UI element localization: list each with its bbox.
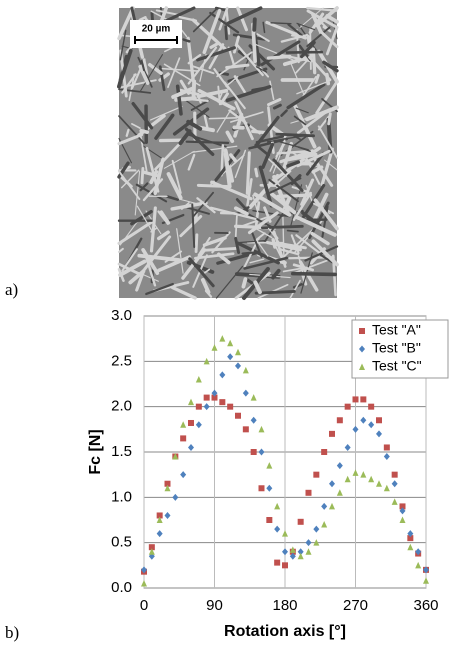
x-axis-title: Rotation axis [°] (224, 623, 346, 640)
marker (376, 417, 382, 423)
texture (194, 82, 195, 98)
texture (288, 231, 298, 232)
marker (392, 472, 398, 478)
marker (196, 404, 202, 410)
texture (226, 27, 227, 39)
texture (262, 226, 302, 227)
marker (204, 395, 210, 401)
texture (142, 168, 143, 182)
marker (266, 517, 272, 523)
y-tick-label: 3.0 (111, 307, 132, 324)
marker (353, 396, 359, 402)
texture (268, 56, 289, 58)
marker (251, 449, 257, 455)
texture (243, 253, 253, 254)
y-tick-label: 1.0 (111, 488, 132, 505)
texture (254, 19, 255, 30)
texture (204, 248, 236, 250)
texture (256, 169, 257, 176)
texture (271, 23, 291, 24)
marker (345, 404, 351, 410)
marker (219, 399, 225, 405)
legend-label: Test "A" (372, 322, 421, 338)
texture (210, 118, 238, 119)
texture (243, 279, 245, 287)
scale-label: 20 µm (142, 24, 171, 35)
marker (243, 426, 249, 432)
marker (188, 420, 194, 426)
texture (292, 35, 301, 36)
marker (384, 444, 390, 450)
marker (235, 413, 241, 419)
texture (198, 185, 229, 186)
texture (196, 235, 197, 252)
panel-label: a) (5, 280, 18, 299)
chart: 0.0 0.5 1.0 1.5 2.0 2.5 3.0 0 90 180 270 360 Rotatio… (87, 307, 448, 640)
marker (227, 404, 233, 410)
panel-label: b) (5, 623, 19, 642)
marker (368, 404, 374, 410)
x-tick-label: 0 (140, 597, 148, 614)
marker (274, 560, 280, 566)
y-tick-label: 2.0 (111, 398, 132, 415)
texture (256, 291, 294, 293)
x-tick-label: 90 (206, 597, 223, 614)
y-axis-title: Fc [N] (87, 429, 104, 474)
y-tick-label: 1.5 (111, 443, 132, 460)
marker (321, 449, 327, 455)
legend-label: Test "B" (372, 340, 421, 356)
texture (278, 195, 311, 196)
marker (359, 328, 365, 334)
scale-bar: 20 µm (130, 20, 182, 48)
marker (360, 396, 366, 402)
marker (329, 431, 335, 437)
y-tick-label: 2.5 (111, 352, 132, 369)
marker (298, 519, 304, 525)
texture (273, 240, 275, 247)
x-tick-label: 360 (413, 597, 438, 614)
texture (141, 131, 147, 133)
marker (180, 435, 186, 441)
marker (259, 485, 265, 491)
x-tick-label: 270 (343, 597, 368, 614)
x-tick-label: 180 (272, 597, 297, 614)
y-tick-label: 0.0 (111, 579, 132, 596)
marker (313, 472, 319, 478)
marker (337, 417, 343, 423)
marker (306, 490, 312, 496)
legend-label: Test "C" (372, 358, 422, 374)
micrograph (119, 8, 337, 298)
texture (293, 274, 335, 275)
texture (329, 114, 331, 124)
texture (183, 40, 189, 42)
y-tick-label: 0.5 (111, 534, 132, 551)
marker (282, 562, 288, 568)
texture (187, 142, 228, 143)
